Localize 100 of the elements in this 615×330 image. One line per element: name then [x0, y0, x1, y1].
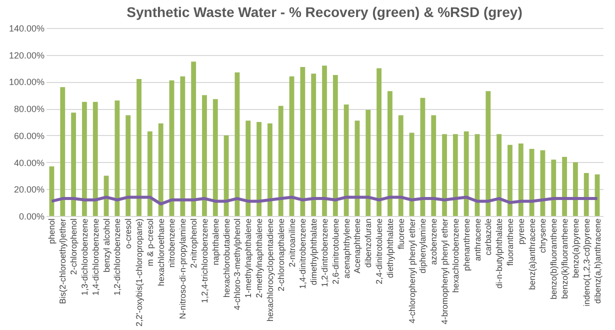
bar [486, 91, 491, 216]
x-tick-label: 1,4-dinitrobenzene [298, 218, 308, 289]
x-tick-label: 1,2-dintrobenzene [320, 218, 330, 288]
x-tick-label: nitrobenzene [166, 218, 177, 268]
x-tick-label: chrysene [538, 218, 548, 253]
y-tick-label: 100.00% [8, 77, 44, 88]
x-tick-label: 1,2,4-trichlorobenzene [199, 218, 210, 304]
bar [278, 106, 284, 216]
x-tick-label: 2,4-dinitrotoluene [374, 218, 384, 284]
x-tick-label: acenaphthylene [341, 218, 352, 279]
bar [246, 120, 251, 216]
bar [224, 135, 229, 216]
x-tick-label: fluoranthene [504, 218, 515, 266]
bar [256, 122, 262, 216]
x-tick-label: 2-methylnaphthalene [254, 218, 264, 298]
bar [376, 68, 382, 216]
x-tick-label: m & p-cresol [144, 218, 155, 266]
bar [572, 162, 578, 216]
x-tick-label: 1,3-dichlorobenzene [79, 218, 90, 296]
x-tick-label: anthracene [472, 218, 482, 262]
x-tick-label: 4-chloro-3-methylphenol [232, 218, 242, 310]
bar [60, 87, 66, 216]
y-tick-label: 40.00% [14, 158, 44, 168]
x-tick-label: 2-nitroaniline [286, 218, 297, 268]
bar [322, 66, 327, 216]
x-tick-label: hexachlorobutadiene [221, 218, 232, 298]
x-tick-label: fluorene [396, 218, 406, 250]
x-tick-label: 2-nitrophenol [188, 218, 199, 268]
bar [518, 143, 524, 216]
x-tick-label: 1,2-dichlorobenzene [112, 218, 122, 296]
y-tick-label: 120.00% [8, 50, 44, 60]
bar [191, 62, 196, 216]
bar [332, 75, 338, 216]
x-tick-label: 2-chloronapthalene [276, 218, 286, 292]
x-tick-label: carbazole [483, 218, 494, 256]
x-tick-label: azobenzene [428, 218, 439, 265]
bar [442, 134, 447, 216]
bar [366, 110, 371, 216]
x-tick-label: 4-chlorophenyl phenyl ether [406, 218, 417, 324]
line-series [50, 196, 599, 206]
x-tick-label: benzo(k)fluoranthene [560, 218, 570, 299]
x-tick-label: 1,4-dichlorobenzene [90, 218, 100, 296]
x-tick-label: 4-bromophenyl phenyl ether [440, 218, 450, 324]
bar [212, 99, 218, 216]
bar [202, 95, 207, 216]
x-tick-label: dibenz(a,h)anthracene [592, 218, 602, 304]
x-tick-label: benzo(a)pyrene [570, 218, 580, 278]
chart-title: Synthetic Waste Water - % Recovery (green) & %RSD (grey) [126, 4, 522, 20]
x-tick-label: N-nitroso-di-n-propylamine [178, 218, 188, 320]
bar [584, 173, 589, 216]
bar [147, 131, 152, 216]
x-tick-label: hexachlorobenzene [450, 218, 460, 293]
x-tick-label: phenol [46, 218, 57, 244]
bar [388, 91, 392, 216]
x-tick-label: 2,2'-oxybis(1-chloropropane) [134, 218, 144, 326]
x-tick-label: benz(a)anthracene [526, 218, 537, 290]
x-tick-label: di-n-butylphthalate [494, 218, 504, 288]
x-tick-label: dibenzofuran [363, 218, 374, 268]
bar [398, 115, 404, 216]
bar [136, 79, 142, 216]
y-tick-label: 20.00% [14, 184, 44, 195]
x-tick-label: benzyl alcohol [101, 218, 112, 272]
y-tick-label: 140.00% [8, 24, 44, 34]
x-tick-label: phenanthrene [461, 218, 472, 271]
bar [420, 98, 426, 216]
x-tick-label: diethylphthalate [384, 218, 395, 278]
bar [92, 102, 98, 216]
x-tick-label: benzo(b)fluoranthene [548, 218, 559, 300]
bar [344, 104, 349, 216]
bar [267, 123, 272, 216]
bar [82, 102, 87, 216]
bar [551, 160, 556, 216]
bar [529, 148, 534, 216]
bar [300, 66, 306, 216]
x-tick-label: diphenylamine [418, 218, 428, 274]
x-tick-label: hexachlorocyclopentadiene [264, 218, 275, 322]
bar [464, 131, 469, 216]
x-tick-label: Bis(2-chloroethyl)ether [58, 218, 68, 304]
bar [452, 134, 458, 216]
bar [562, 156, 567, 216]
bar [431, 115, 436, 216]
x-tick-label: indeno(1,2,3-cd)pyrene [581, 218, 592, 306]
y-tick-label: 0.00% [18, 212, 44, 222]
x-tick-label: naphthalene [210, 218, 220, 266]
x-tick-label: Acenaphthene [352, 218, 362, 274]
y-tick-label: 60.00% [14, 130, 44, 141]
bar [289, 76, 294, 216]
x-tick-label: o-cresol [123, 218, 134, 249]
x-tick-label: 2-chlorophenol [68, 218, 79, 275]
bar [496, 134, 502, 216]
bar [114, 100, 120, 216]
bar [180, 76, 186, 216]
x-tick-label: hexachloroethane [156, 218, 166, 286]
bar [311, 74, 316, 216]
bar [508, 144, 512, 216]
x-tick-label: 1-methylnaphthalene [243, 218, 254, 298]
bar [71, 112, 76, 216]
bar [126, 115, 131, 216]
bar [234, 72, 240, 216]
bar [158, 123, 164, 216]
